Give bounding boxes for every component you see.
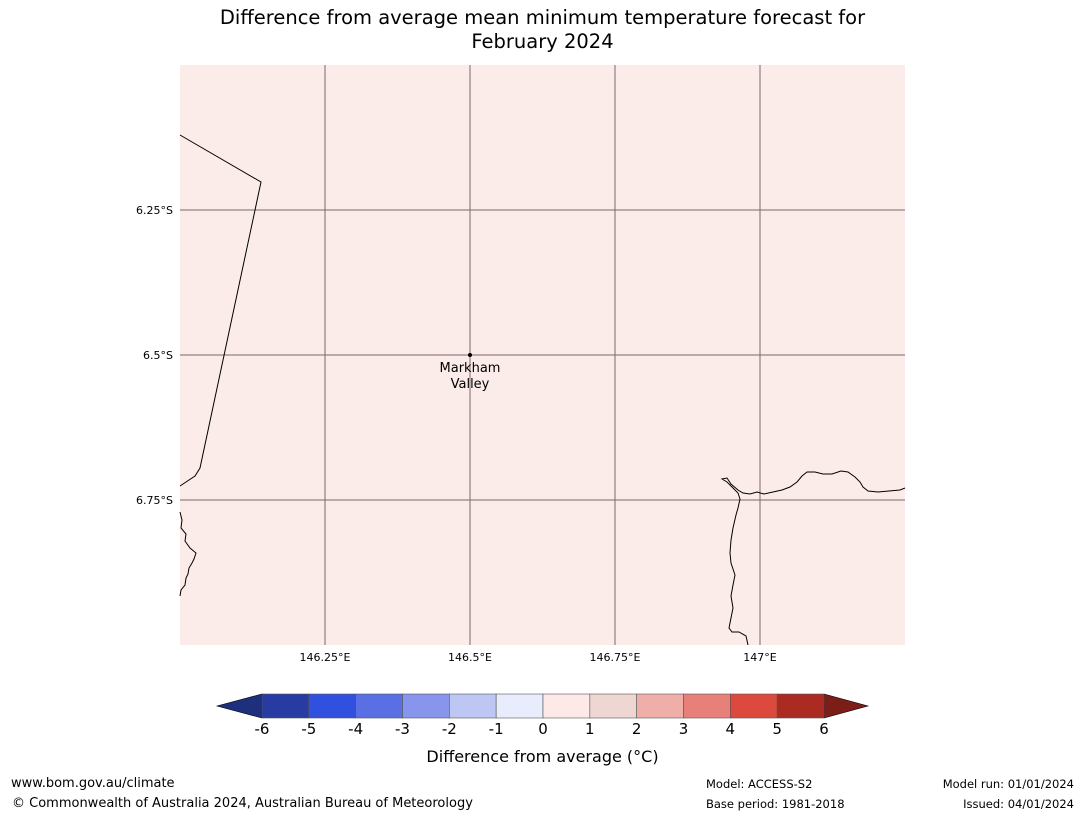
footer-base-period: Base period: 1981-2018 bbox=[706, 797, 845, 811]
colorbar-tick-7: 1 bbox=[585, 720, 595, 738]
location-marker bbox=[468, 353, 472, 357]
border-line-west bbox=[179, 134, 262, 487]
colorbar-bin-0 bbox=[261, 693, 310, 719]
lat-tick-label-1: 6.5°S bbox=[143, 349, 173, 362]
colorbar-bin-2 bbox=[355, 693, 403, 719]
location-label-line2: Valley bbox=[451, 377, 490, 392]
colorbar-bin-7 bbox=[589, 693, 637, 719]
coastlines bbox=[179, 134, 906, 646]
colorbar-tick-4: -2 bbox=[442, 720, 457, 738]
coastline-southeast bbox=[720, 470, 906, 646]
lat-tick-label-0: 6.25°S bbox=[136, 204, 173, 217]
title-line-2: February 2024 bbox=[471, 30, 614, 53]
colorbar-tick-3: -3 bbox=[395, 720, 410, 738]
colorbar-label: Difference from average (°C) bbox=[426, 747, 659, 766]
colorbar-bin-1 bbox=[308, 693, 356, 719]
coastline-southwest bbox=[179, 511, 197, 597]
map-title: Difference from average mean minimum tem… bbox=[0, 6, 1085, 54]
colorbar-tick-10: 4 bbox=[726, 720, 736, 738]
colorbar: -6 -5 -4 -3 -2 -1 0 1 2 3 4 5 6 bbox=[215, 693, 870, 738]
colorbar-tick-11: 5 bbox=[772, 720, 782, 738]
colorbar-tick-2: -4 bbox=[348, 720, 363, 738]
colorbar-tick-8: 2 bbox=[632, 720, 642, 738]
footer-model: Model: ACCESS-S2 bbox=[706, 777, 813, 791]
lon-tick-label-2: 146.75°E bbox=[590, 651, 641, 664]
colorbar-bin-9 bbox=[683, 693, 731, 719]
colorbar-over-arrow bbox=[823, 693, 870, 719]
colorbar-tick-6: 0 bbox=[538, 720, 548, 738]
colorbar-bin-10 bbox=[730, 693, 778, 719]
colorbar-tick-0: -6 bbox=[255, 720, 270, 738]
colorbar-bin-11 bbox=[776, 693, 825, 719]
lat-tick-label-2: 6.75°S bbox=[136, 494, 173, 507]
colorbar-bin-4 bbox=[449, 693, 497, 719]
lon-tick-label-3: 147°E bbox=[743, 651, 776, 664]
colorbar-bin-5 bbox=[495, 693, 544, 719]
location-label-line1: Markham bbox=[440, 361, 501, 376]
lon-tick-label-1: 146.5°E bbox=[448, 651, 492, 664]
colorbar-bin-6 bbox=[542, 693, 591, 719]
colorbar-tick-1: -5 bbox=[301, 720, 316, 738]
colorbar-bin-3 bbox=[402, 693, 450, 719]
footer-issued: Issued: 04/01/2024 bbox=[963, 797, 1074, 811]
colorbar-tick-9: 3 bbox=[679, 720, 689, 738]
colorbar-under-arrow bbox=[215, 693, 263, 719]
footer-website: www.bom.gov.au/climate bbox=[11, 776, 175, 791]
footer-model-run: Model run: 01/01/2024 bbox=[942, 777, 1074, 791]
footer-copyright: © Commonwealth of Australia 2024, Austra… bbox=[12, 796, 473, 811]
lon-tick-label-0: 146.25°E bbox=[300, 651, 351, 664]
colorbar-tick-5: -1 bbox=[489, 720, 504, 738]
colorbar-bin-8 bbox=[636, 693, 684, 719]
colorbar-tick-12: 6 bbox=[819, 720, 829, 738]
title-line-1: Difference from average mean minimum tem… bbox=[219, 6, 866, 29]
